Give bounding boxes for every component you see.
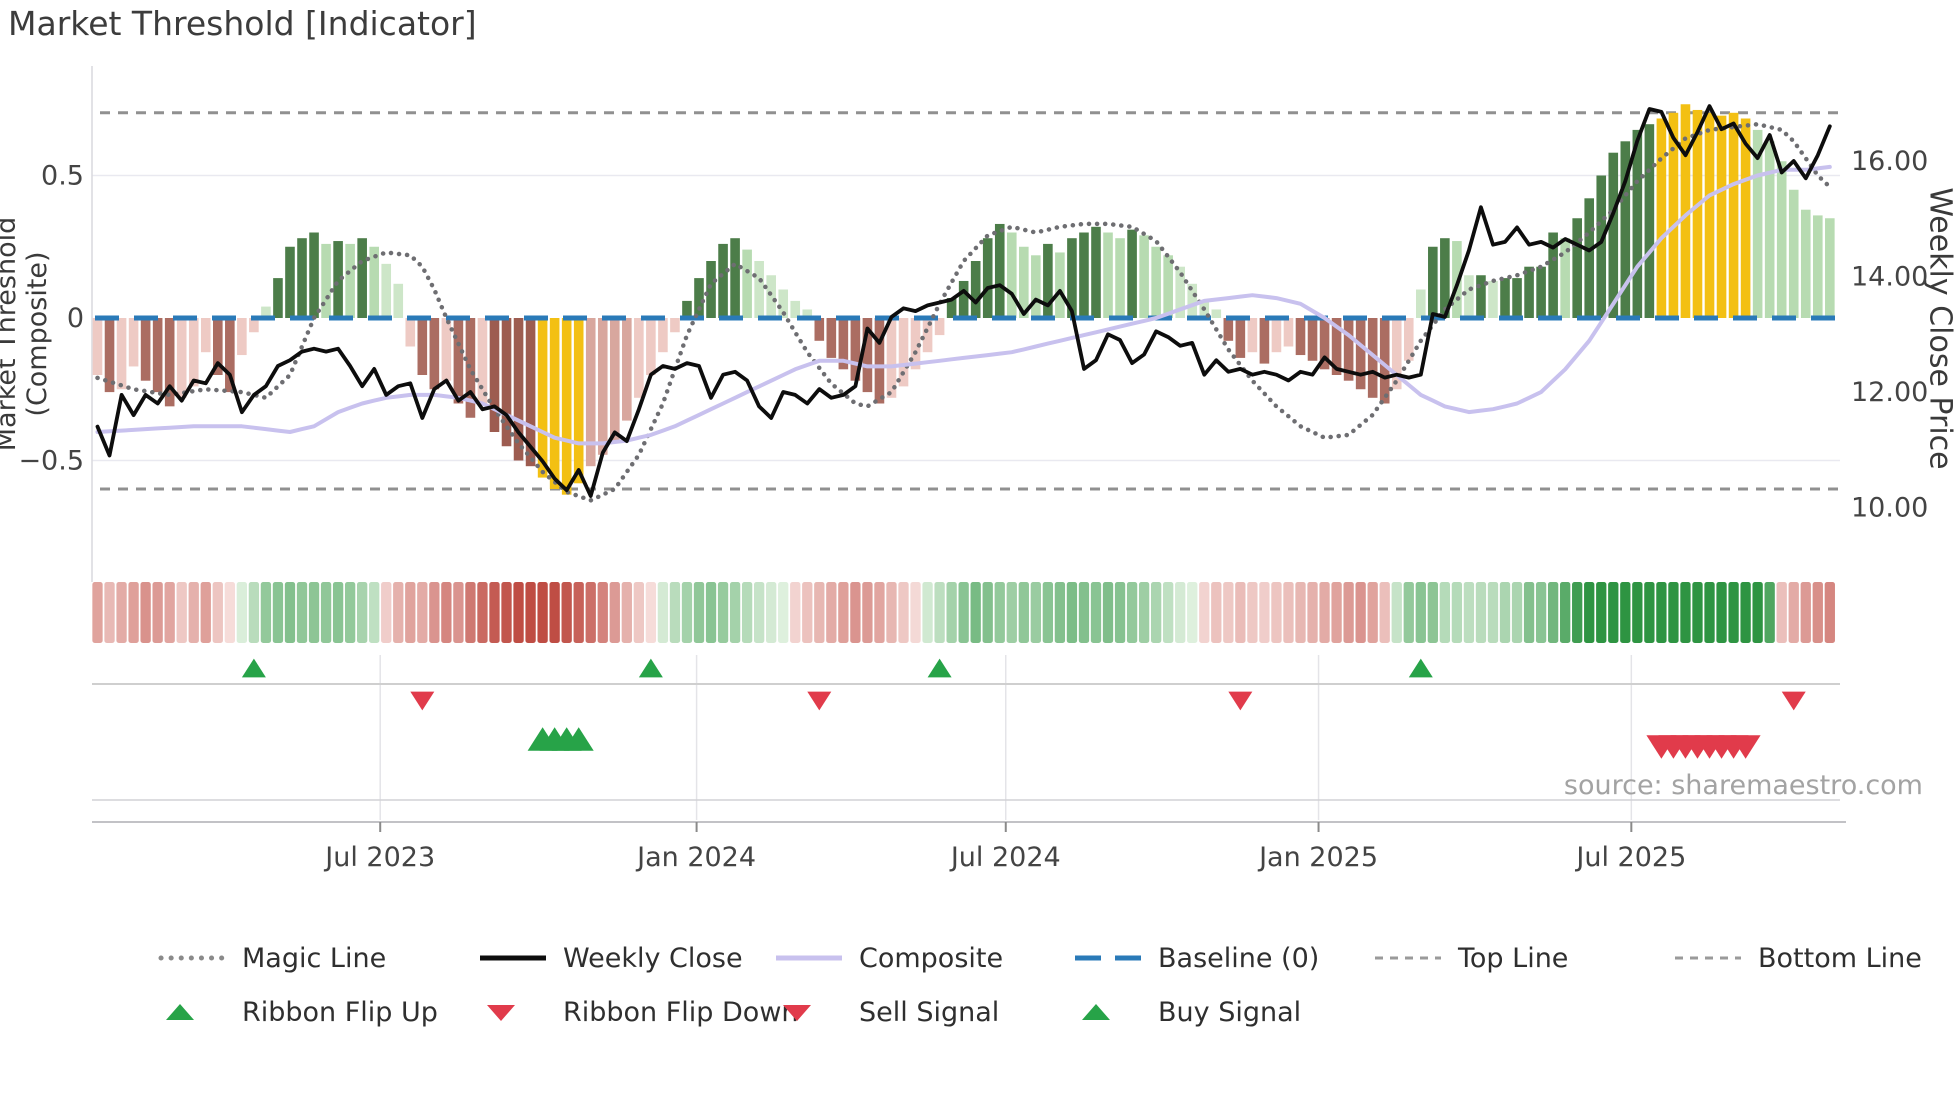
solid-lavender-line-swatch bbox=[776, 955, 842, 961]
dotted-gray-line-swatch bbox=[158, 955, 226, 961]
ribbon-flip-up-markers bbox=[241, 658, 1433, 678]
buy-signal-markers bbox=[527, 727, 594, 751]
x-tick-label: Jan 2024 bbox=[635, 842, 756, 873]
legend-label: Weekly Close bbox=[563, 942, 743, 974]
legend-label: Baseline (0) bbox=[1158, 942, 1320, 974]
right-tick-label: 10.00 bbox=[1851, 493, 1928, 524]
left-tick-label: 0.5 bbox=[41, 161, 84, 192]
magic-line bbox=[95, 121, 1833, 503]
x-tick-label: Jul 2025 bbox=[1574, 842, 1686, 873]
left-tick-label: 0 bbox=[67, 303, 84, 334]
composite-line bbox=[95, 164, 1832, 446]
dashed-blue-line-swatch bbox=[1075, 955, 1141, 961]
threshold-bars bbox=[92, 104, 1835, 495]
ribbon-heatmap bbox=[92, 582, 1835, 643]
left-axis-ticks: 0.5 0 −0.5 bbox=[18, 161, 84, 477]
legend-item-bottom-line: Bottom Line bbox=[1673, 941, 1922, 975]
left-tick-label: −0.5 bbox=[18, 446, 84, 477]
x-tick-label: Jul 2023 bbox=[323, 842, 435, 873]
grid-lines bbox=[91, 66, 1840, 820]
legend-label: Ribbon Flip Down bbox=[563, 996, 799, 1028]
reference-lines bbox=[100, 111, 1840, 491]
legend-item-composite: Composite bbox=[774, 941, 1003, 975]
legend-label: Ribbon Flip Up bbox=[242, 996, 438, 1028]
right-tick-label: 14.00 bbox=[1851, 262, 1928, 293]
right-axis-ticks: 16.00 14.00 12.00 10.00 bbox=[1851, 146, 1928, 524]
indicator-chart: Jul 2023 Jan 2024 Jul 2024 Jan 2025 Jul 2025… bbox=[18, 66, 1928, 873]
red-down-icon bbox=[487, 1005, 515, 1021]
legend-label: Magic Line bbox=[242, 942, 387, 974]
solid-black-line-swatch bbox=[480, 955, 546, 961]
x-axis: Jul 2023 Jan 2024 Jul 2024 Jan 2025 Jul 2025 bbox=[92, 799, 1846, 873]
legend-item-sell-signal: Sell Signal bbox=[774, 995, 999, 1029]
legend-label: Buy Signal bbox=[1158, 996, 1302, 1028]
right-tick-label: 16.00 bbox=[1851, 146, 1928, 177]
legend-item-ribbon-flip-up: Ribbon Flip Up bbox=[157, 995, 438, 1029]
sell-signal-markers bbox=[1646, 735, 1761, 759]
legend-label: Top Line bbox=[1458, 942, 1569, 974]
legend-item-top-line: Top Line bbox=[1373, 941, 1568, 975]
dashed-gray-line-swatch bbox=[1375, 956, 1441, 960]
weekly-close-line bbox=[95, 104, 1832, 498]
legend-item-baseline-0-: Baseline (0) bbox=[1073, 941, 1319, 975]
legend-label: Bottom Line bbox=[1758, 942, 1922, 974]
legend-item-ribbon-flip-down: Ribbon Flip Down bbox=[478, 995, 799, 1029]
page-title: Market Threshold [Indicator] bbox=[8, 4, 477, 43]
dashed-gray-line-swatch bbox=[1675, 956, 1741, 960]
legend-item-magic-line: Magic Line bbox=[157, 941, 386, 975]
green-up-icon bbox=[1082, 1004, 1110, 1020]
red-down-icon bbox=[783, 1005, 811, 1021]
x-tick-label: Jan 2025 bbox=[1257, 842, 1378, 873]
ribbon-flip-down-markers bbox=[410, 691, 1806, 711]
legend-label: Sell Signal bbox=[859, 996, 1000, 1028]
legend-label: Composite bbox=[859, 942, 1004, 974]
right-tick-label: 12.00 bbox=[1851, 377, 1928, 408]
legend-item-buy-signal: Buy Signal bbox=[1073, 995, 1301, 1029]
x-tick-label: Jul 2024 bbox=[949, 842, 1061, 873]
legend-item-weekly-close: Weekly Close bbox=[478, 941, 743, 975]
green-up-icon bbox=[166, 1004, 194, 1020]
source-note: source: sharemaestro.com bbox=[1563, 770, 1923, 801]
